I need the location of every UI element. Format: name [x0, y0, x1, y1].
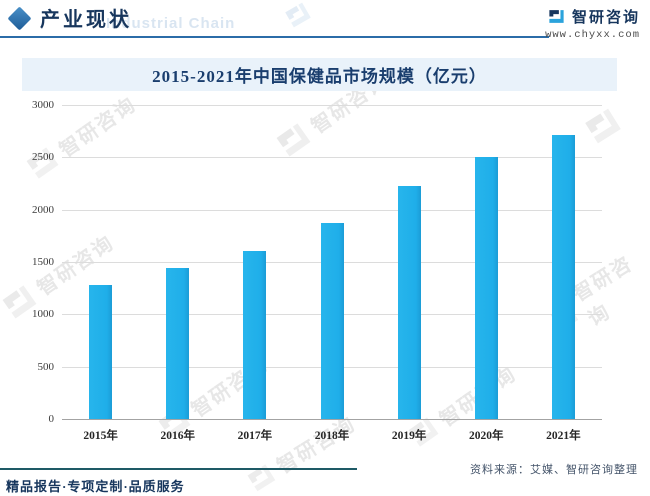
y-tick-label: 1500 [32, 256, 54, 268]
header-watermark: Industrial Chain [106, 15, 236, 32]
x-axis-line [62, 419, 602, 420]
bar-2019年 [397, 185, 421, 419]
x-tick-label: 2020年 [469, 430, 504, 442]
services-tagline: 精品报告·专项定制·品质服务 [6, 479, 185, 494]
footer-divider [0, 468, 357, 470]
section-title: 产业现状 [40, 9, 132, 31]
bar-2015年 [89, 285, 113, 419]
x-tick-label: 2021年 [546, 430, 581, 442]
y-tick-label: 0 [48, 413, 55, 425]
y-tick-label: 500 [37, 360, 55, 373]
x-tick-label: 2017年 [237, 430, 273, 442]
y-tick-label: 2000 [32, 203, 54, 216]
chart-title: 2015-2021年中国保健品市场规模（亿元） [152, 67, 487, 86]
x-tick-label: 2016年 [160, 430, 195, 442]
bar-2020年 [474, 157, 498, 419]
bar-2018年 [320, 223, 344, 419]
header-divider [0, 36, 549, 38]
website-url: www.chyxx.com [545, 29, 640, 41]
diamond-bullet-icon [7, 6, 32, 31]
x-tick-label: 2019年 [391, 430, 427, 442]
bar-2021年 [551, 135, 575, 419]
chart-title-band: 2015-2021年中国保健品市场规模（亿元） [22, 58, 617, 91]
y-tick-label: 3000 [32, 99, 54, 111]
brand-logo: 智研咨询 [547, 6, 640, 27]
y-tick-label: 2500 [32, 151, 54, 164]
brand-name: 智研咨询 [571, 10, 640, 26]
x-tick-label: 2018年 [314, 430, 350, 442]
bar-chart: 0 500 1000 1500 2000 2500 3000 2015年 2016年 2017年 2… [0, 95, 650, 450]
gridline [62, 105, 602, 106]
y-tick-label: 1000 [32, 308, 54, 321]
gridline [62, 157, 602, 159]
bar-2017年 [243, 250, 267, 419]
brand-logo-icon [549, 10, 564, 23]
x-tick-label: 2015年 [83, 430, 118, 442]
plot-area: 0 500 1000 1500 2000 2500 3000 2015年 2016年 2017年 2… [32, 99, 602, 442]
gridline [62, 209, 602, 211]
data-source: 资料来源：艾媒、智研咨询整理 [470, 464, 638, 476]
bar-2016年 [166, 268, 190, 419]
